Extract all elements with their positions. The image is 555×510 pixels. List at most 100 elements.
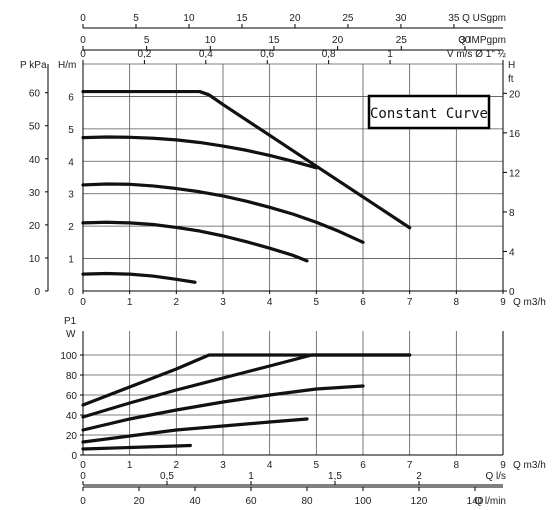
impgpm-tick-label: 15 — [268, 35, 280, 46]
constant-curve-label-box: Constant Curve — [367, 94, 491, 130]
impgpm-tick-label: 0 — [80, 35, 86, 46]
velocity-tick-label: 1 — [387, 49, 393, 60]
usgpm-axis-label: Q USgpm — [462, 13, 506, 24]
h-tick-label: 6 — [68, 92, 74, 103]
kpa-tick-label: 20 — [29, 221, 41, 232]
h-tick-label: 0 — [68, 287, 74, 298]
impgpm-tick-label: 5 — [144, 35, 150, 46]
kpa-tick-label: 10 — [29, 254, 41, 265]
ls-tick-label: 0,5 — [160, 471, 174, 482]
usgpm-tick-label: 20 — [289, 13, 301, 24]
usgpm-tick-label: 25 — [342, 13, 354, 24]
h-tick-label: 3 — [68, 190, 74, 201]
q-tick-label: 4 — [267, 297, 273, 308]
bottom-q-tick-label: 7 — [407, 460, 413, 471]
bottom-q-tick-label: 9 — [500, 460, 506, 471]
q-tick-label: 0 — [80, 297, 86, 308]
h-tick-label: 2 — [68, 222, 74, 233]
q-axis-label: Q m3/h — [513, 297, 546, 308]
kpa-tick-label: 40 — [29, 155, 41, 166]
p1-axis-label-top: P1 — [64, 316, 77, 327]
ft-tick-label: 0 — [509, 287, 515, 298]
h-tick-label: 4 — [68, 157, 74, 168]
q-tick-label: 9 — [500, 297, 506, 308]
kpa-tick-label: 60 — [29, 89, 41, 100]
bottom-q-axis-label: Q m3/h — [513, 460, 546, 471]
kpa-axis-label: P kPa — [20, 60, 47, 71]
p1-tick-label: 20 — [66, 431, 78, 442]
ls-tick-label: 0 — [80, 471, 86, 482]
lmin-tick-label: 20 — [133, 496, 145, 507]
ls-axis-label: Q l/s — [485, 471, 506, 482]
ft-tick-label: 20 — [509, 89, 521, 100]
impgpm-tick-label: 20 — [332, 35, 344, 46]
bottom-chart-curves — [81, 353, 412, 451]
top-chart-curves — [81, 89, 412, 284]
ft-axis-label-bottom: ft — [508, 74, 514, 85]
p1-tick-label: 40 — [66, 411, 78, 422]
usgpm-tick-label: 5 — [133, 13, 139, 24]
velocity-tick-label: 0,6 — [260, 49, 274, 60]
lmin-axis-label: Q l/min — [474, 496, 506, 507]
bottom-q-tick-label: 5 — [314, 460, 320, 471]
kpa-tick-label: 50 — [29, 122, 41, 133]
ft-tick-label: 16 — [509, 129, 521, 140]
power-curve-2 — [81, 353, 412, 419]
ft-tick-label: 8 — [509, 208, 515, 219]
h-axis-label: H/m — [58, 60, 76, 71]
power-curve-1 — [81, 353, 412, 407]
power-curve-5 — [81, 443, 192, 451]
q-tick-label: 8 — [454, 297, 460, 308]
usgpm-tick-label: 35 — [448, 13, 460, 24]
head-curve-6 — [209, 94, 412, 230]
q-tick-label: 1 — [127, 297, 133, 308]
lmin-tick-label: 0 — [80, 496, 86, 507]
impgpm-tick-label: 10 — [205, 35, 217, 46]
head-curve-5 — [81, 271, 197, 284]
h-tick-label: 5 — [68, 125, 74, 136]
p1-axis-label-bottom: W — [66, 329, 76, 340]
bottom-q-tick-label: 3 — [220, 460, 226, 471]
velocity-tick-label: 0,2 — [137, 49, 151, 60]
lmin-tick-label: 80 — [301, 496, 313, 507]
q-tick-label: 3 — [220, 297, 226, 308]
impgpm-axis-label: Q IMPgpm — [458, 35, 506, 46]
velocity-tick-label: 0 — [80, 49, 86, 60]
velocity-tick-label: 0,4 — [199, 49, 213, 60]
usgpm-tick-label: 30 — [395, 13, 407, 24]
ls-tick-label: 2 — [416, 471, 422, 482]
q-tick-label: 2 — [174, 297, 180, 308]
q-tick-label: 5 — [314, 297, 320, 308]
lmin-tick-label: 60 — [245, 496, 257, 507]
p1-tick-label: 60 — [66, 391, 78, 402]
kpa-tick-label: 30 — [29, 188, 41, 199]
velocity-axis-label: V m/s Ø 1" ½ — [447, 49, 507, 60]
bottom-q-tick-label: 4 — [267, 460, 273, 471]
head-curve-1 — [81, 89, 216, 100]
p1-tick-label: 80 — [66, 371, 78, 382]
usgpm-tick-label: 10 — [183, 13, 195, 24]
usgpm-tick-label: 0 — [80, 13, 86, 24]
head-curve-2 — [81, 135, 318, 170]
ft-tick-label: 12 — [509, 168, 521, 179]
q-tick-label: 6 — [360, 297, 366, 308]
kpa-tick-label: 0 — [34, 287, 40, 298]
q-tick-label: 7 — [407, 297, 413, 308]
p1-tick-label: 100 — [60, 351, 77, 362]
ft-tick-label: 4 — [509, 247, 515, 258]
bottom-q-tick-label: 2 — [174, 460, 180, 471]
usgpm-tick-label: 15 — [236, 13, 248, 24]
h-tick-label: 1 — [68, 255, 74, 266]
bottom-q-tick-label: 0 — [80, 460, 86, 471]
lmin-tick-label: 120 — [411, 496, 428, 507]
head-curve-4 — [81, 220, 309, 263]
chart-title: Constant Curve — [370, 106, 488, 122]
lmin-tick-label: 140 — [467, 496, 484, 507]
power-curve-4 — [81, 417, 309, 444]
ls-tick-label: 1 — [248, 471, 254, 482]
lmin-tick-label: 40 — [189, 496, 201, 507]
bottom-q-tick-label: 6 — [360, 460, 366, 471]
